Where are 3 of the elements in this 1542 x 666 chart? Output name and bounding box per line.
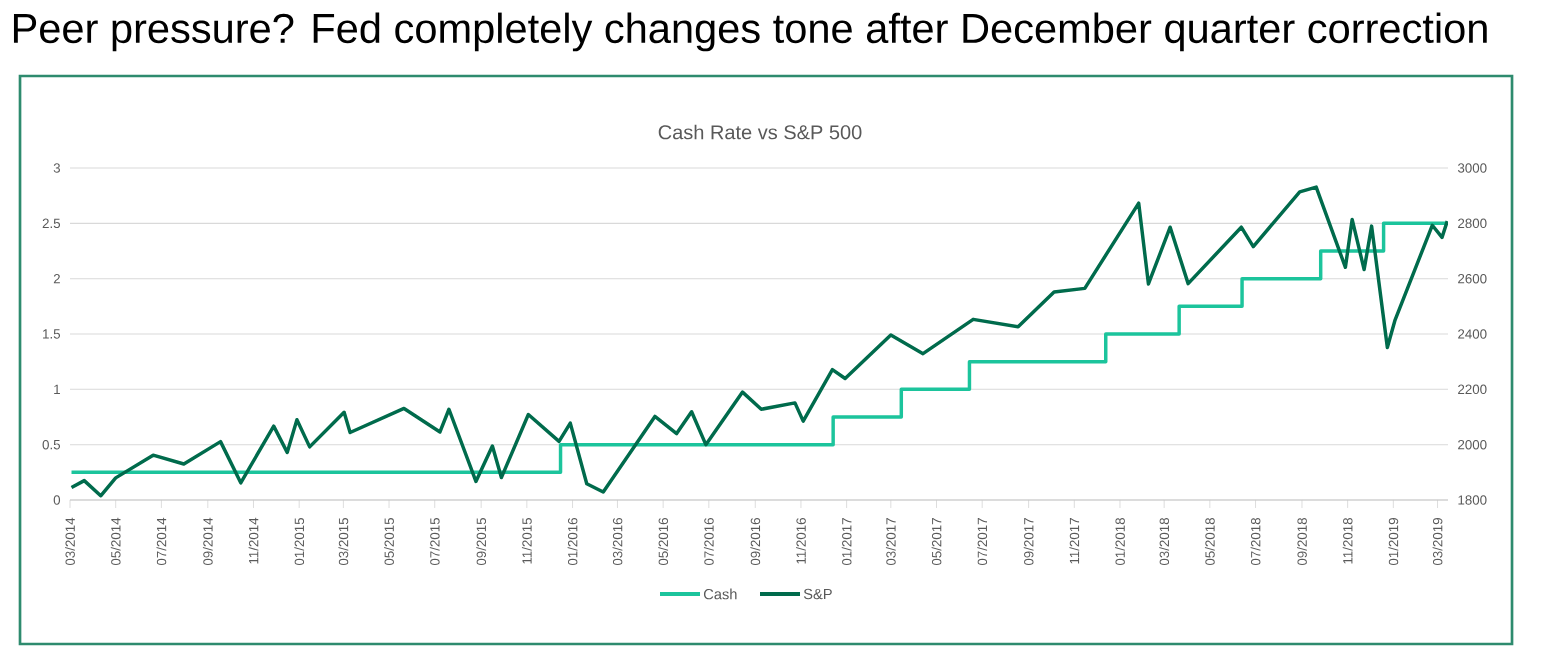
line-series [70, 185, 1449, 498]
chart-subtitle: Cash Rate vs S&P 500 [658, 124, 862, 140]
chart-title: Peer pressure? Fed completely changes tone after December quarter correction [13, 12, 1487, 52]
